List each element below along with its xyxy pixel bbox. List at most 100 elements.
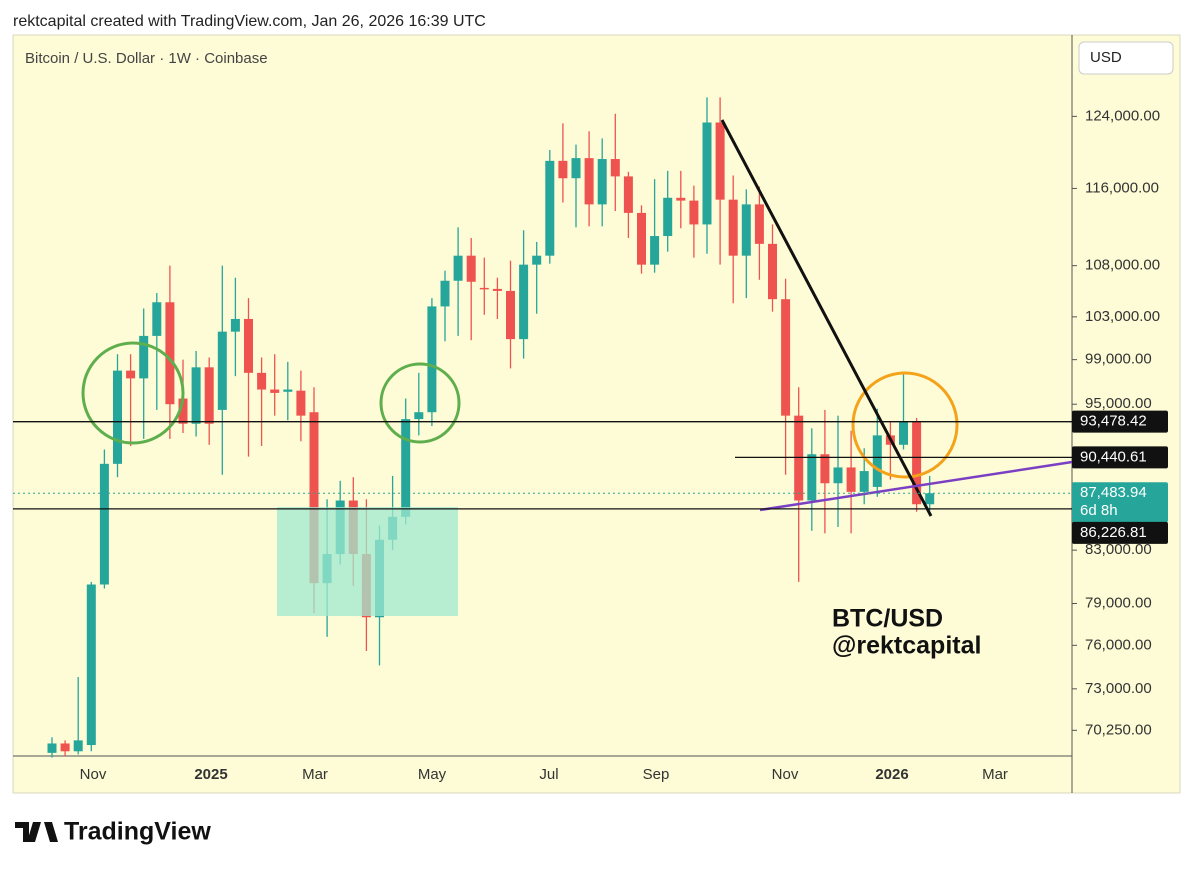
candle-body	[702, 122, 712, 225]
candle-body	[244, 318, 253, 373]
candle-body	[781, 299, 791, 416]
y-tick-label: 73,000.00	[1085, 680, 1152, 697]
x-tick-label: Mar	[302, 766, 328, 783]
y-tick-label: 99,000.00	[1085, 351, 1152, 368]
annotation: BTC/USD	[832, 605, 943, 633]
countdown: 6d 8h	[1080, 502, 1118, 519]
candle-body	[178, 398, 188, 424]
candle-body	[296, 390, 306, 416]
symbol-title: Bitcoin / U.S. Dollar · 1W · Coinbase	[25, 50, 268, 67]
candle-body	[99, 463, 109, 585]
candle-body	[519, 264, 529, 340]
logo-mark	[15, 822, 58, 842]
candle-body	[401, 419, 411, 517]
candle-body	[768, 243, 777, 300]
candle-body	[558, 160, 568, 179]
plot	[47, 97, 935, 758]
candle-body	[689, 200, 699, 225]
candle-body	[309, 412, 319, 584]
candle-body	[60, 743, 70, 752]
price-label-box	[1072, 482, 1168, 523]
candle-body	[846, 467, 856, 492]
y-tick-label: 108,000.00	[1085, 257, 1160, 274]
candle-body	[283, 389, 293, 392]
candle-body	[925, 493, 935, 505]
candle-body	[584, 158, 594, 205]
price-label: 90,440.61	[1080, 448, 1147, 465]
price-label: 86,226.81	[1080, 524, 1147, 541]
candle-body	[191, 367, 201, 424]
candle-body	[453, 255, 463, 281]
candle-body	[427, 306, 437, 413]
x-tick-label: Nov	[772, 766, 799, 783]
candle-body	[545, 160, 555, 256]
candle-body	[794, 415, 804, 501]
candle-body	[126, 370, 136, 379]
logo: TradingView	[15, 818, 211, 846]
candle-body	[623, 176, 633, 213]
candle-body	[650, 236, 660, 265]
candle-body	[676, 197, 686, 201]
price-label-box	[1072, 446, 1168, 469]
price-label: 93,478.42	[1080, 413, 1147, 430]
candle-body	[47, 743, 57, 753]
green-circle	[81, 341, 185, 445]
candle-body	[440, 280, 450, 307]
candle-body	[73, 740, 83, 752]
currency-box[interactable]	[1078, 41, 1174, 75]
green-circle	[379, 362, 461, 444]
candle-body	[912, 421, 922, 505]
y-tick-label: 116,000.00	[1085, 179, 1159, 196]
candle-body	[872, 435, 882, 487]
candle-body	[833, 467, 843, 484]
candle-body	[597, 159, 607, 205]
candle-body	[165, 302, 175, 405]
x-tick-label: Jul	[539, 766, 558, 783]
logo-text: TradingView	[64, 818, 211, 846]
x-tick-label: Mar	[982, 766, 1008, 783]
candle-body	[86, 584, 96, 746]
candle-body	[217, 331, 227, 410]
x-tick-label: Sep	[643, 766, 670, 783]
chart-area	[12, 34, 1181, 794]
candle-body	[859, 471, 869, 492]
y-tick-label: 70,250.00	[1085, 721, 1152, 738]
candle-body	[663, 197, 673, 237]
annotation: @rektcapital	[832, 632, 981, 660]
price-label-box	[1072, 410, 1168, 433]
y-tick-label: 79,000.00	[1085, 594, 1152, 611]
candle-body	[270, 389, 280, 393]
x-tick-label: 2025	[194, 766, 227, 783]
candle-body	[741, 204, 751, 256]
candle-body	[820, 454, 830, 484]
price-label-box	[1072, 521, 1168, 544]
candle-body	[466, 255, 476, 282]
candle-body	[610, 159, 620, 177]
candle-body	[728, 199, 738, 256]
candle-body	[637, 212, 646, 265]
candle-body	[230, 318, 240, 332]
candle-body	[113, 370, 122, 464]
candle-body	[152, 302, 162, 336]
currency[interactable]: USD	[1090, 49, 1122, 66]
y-tick-label: 83,000.00	[1085, 541, 1152, 558]
y-tick-label: 76,000.00	[1085, 636, 1152, 653]
x-tick-label: 2026	[875, 766, 908, 783]
y-tick-label: 124,000.00	[1085, 107, 1160, 124]
candle-body	[715, 122, 725, 200]
header: rektcapital created with TradingView.com…	[13, 13, 486, 30]
candle-body	[492, 288, 502, 291]
candle-body	[532, 255, 542, 265]
candle-body	[899, 421, 908, 445]
candle-body	[506, 290, 515, 340]
support-line	[759, 460, 1073, 512]
candle-body	[571, 158, 581, 179]
candle-body	[754, 204, 764, 244]
y-tick-label: 103,000.00	[1085, 308, 1160, 325]
candle-body	[139, 335, 149, 379]
trend-line	[720, 119, 933, 517]
price-label: 87,483.94	[1080, 484, 1147, 501]
orange-circle	[851, 371, 959, 479]
candle-body	[257, 372, 267, 390]
